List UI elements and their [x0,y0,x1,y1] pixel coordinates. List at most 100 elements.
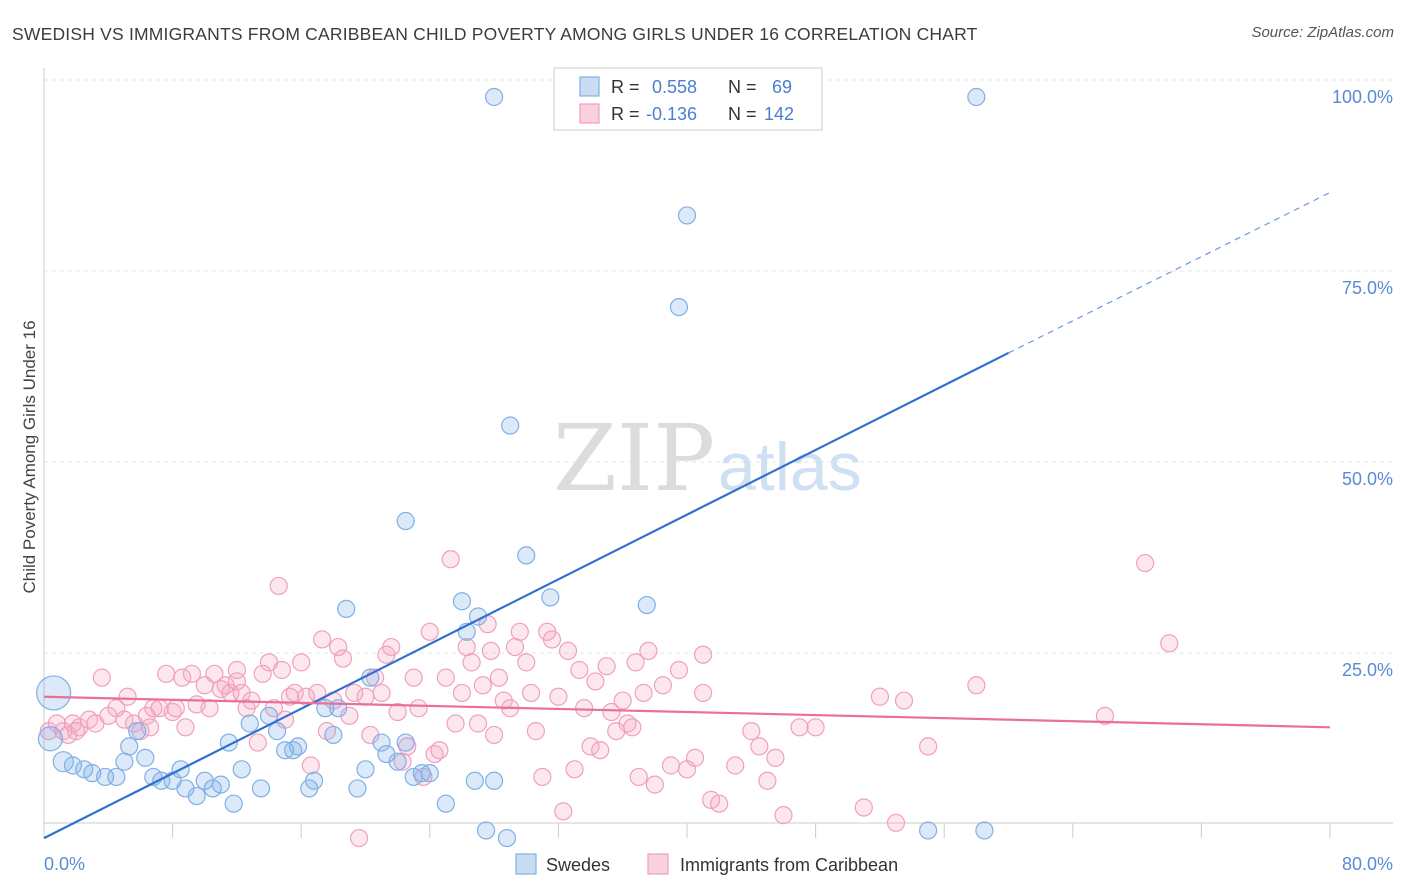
caribbean-point [967,676,986,695]
caribbean-point [526,722,545,741]
caribbean-point [870,687,890,706]
y-axis-label: Child Poverty Among Girls Under 16 [20,320,39,593]
caribbean-point [894,691,914,710]
swedes-point [211,775,230,794]
caribbean-point [758,771,777,790]
swedes-point [501,416,520,435]
swedes-point [120,737,139,756]
bottom-legend-swatch-caribbean [647,853,669,875]
caribbean-point [489,668,509,687]
caribbean-point [639,641,658,661]
legend-n-label-2: N = [728,104,757,124]
swedes-point [52,751,74,773]
caribbean-point [182,664,201,683]
caribbean-point [742,722,761,741]
caribbean-trend-line [43,695,1331,729]
swedes-point [107,767,126,787]
swedes-point [637,595,656,615]
caribbean-point [645,775,664,794]
swedes-point [975,821,994,840]
legend-r-label-2: R = [611,104,640,124]
caribbean-point [653,676,672,695]
caribbean-point [886,813,906,832]
caribbean-point [92,668,111,687]
caribbean-point [626,653,645,672]
legend-r-value-2: -0.136 [646,104,697,124]
axes [43,68,1393,838]
caribbean-point [345,683,364,703]
caribbean-point [597,657,616,676]
caribbean-point [726,756,745,775]
caribbean-point [669,660,689,680]
x-tick-max: 80.0% [1342,854,1393,874]
caribbean-point [575,699,594,718]
swedes-point [541,588,560,607]
caribbean-point [349,828,369,848]
caribbean-point [1160,634,1179,653]
swedes-point [63,756,83,775]
caribbean-point [602,702,621,722]
legend-r-label-1: R = [611,77,640,97]
caribbean-point [173,668,192,687]
swedes-point [452,592,472,611]
legend-box: R = 0.558 N = 69 R = -0.136 N = 142 [553,67,823,131]
caribbean-point [510,622,529,641]
caribbean-point [457,637,476,657]
caribbean-point [1095,706,1115,725]
x-tick-min: 0.0% [44,854,85,874]
caribbean-point [205,664,224,683]
caribbean-point [157,664,176,683]
caribbean-point [430,741,449,760]
trend-lines [43,191,1331,840]
caribbean-point [693,683,713,703]
swedes-point [187,786,206,806]
caribbean-point [750,737,769,756]
y-tick-label: 25.0% [1342,660,1393,680]
caribbean-point [329,637,348,657]
caribbean-point [533,767,552,787]
caribbean-point [441,550,460,569]
caribbean-point [420,622,439,641]
caribbean-point [517,653,536,672]
swedes-point [669,298,689,317]
watermark-atlas: atlas [718,429,862,505]
legend-n-value-1: 69 [772,77,792,97]
caribbean-point [382,637,401,657]
caribbean-point [118,687,137,706]
caribbean-points [39,550,1179,848]
swedes-point [677,206,697,225]
legend-swatch-swedes [579,76,600,97]
bottom-legend-swatch-swedes [515,853,537,875]
caribbean-point [452,683,472,703]
swedes-point [420,764,439,783]
caribbean-point [494,691,513,710]
swedes-point [36,675,72,711]
legend-n-label-1: N = [728,77,757,97]
caribbean-point [570,660,589,680]
swedes-point [465,771,484,790]
caribbean-point [558,641,578,661]
swedes-point [436,794,455,813]
swedes-point [517,546,536,565]
caribbean-point [623,718,642,737]
legend-n-value-2: 142 [764,104,794,124]
caribbean-point [253,664,272,683]
legend-r-value-1: 0.558 [652,77,697,97]
swedes-point [967,87,986,107]
caribbean-point [613,691,632,710]
caribbean-point [301,756,320,775]
caribbean-point [1136,553,1155,573]
caribbean-point [372,683,391,703]
bottom-legend-swedes: Swedes [546,855,610,875]
caribbean-point [521,683,541,703]
swedes-point [267,722,287,741]
swedes-point [115,752,134,771]
caribbean-point [404,668,423,687]
swedes-points [36,87,994,848]
swedes-point [136,748,155,767]
caribbean-point [806,718,825,737]
caribbean-point [581,737,600,756]
caribbean-point [481,641,500,661]
swedes-point [337,599,356,618]
caribbean-point [542,630,562,649]
